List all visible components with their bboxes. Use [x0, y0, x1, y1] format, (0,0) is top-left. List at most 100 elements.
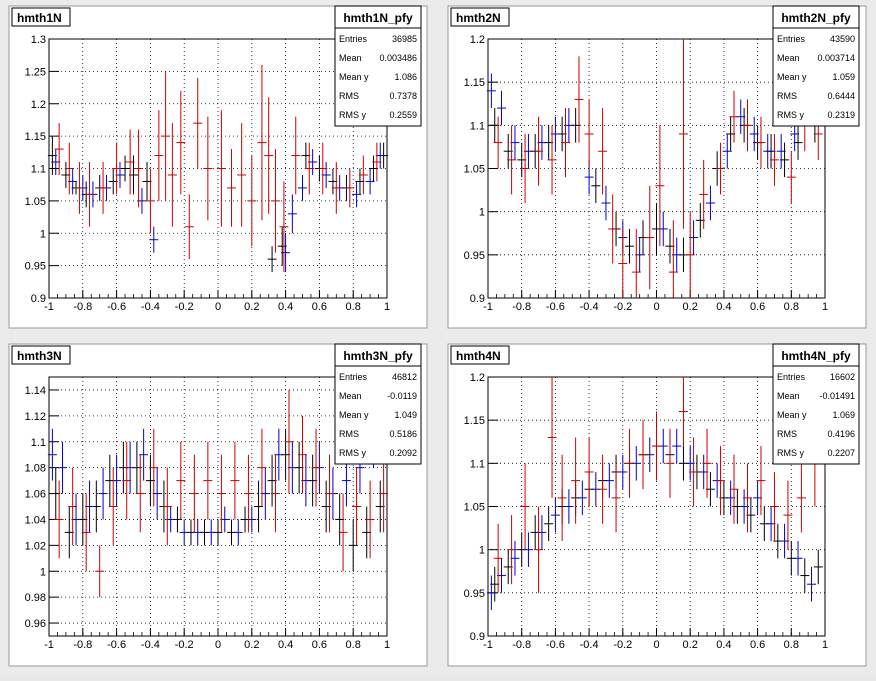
data-point	[547, 125, 557, 195]
data-point	[352, 181, 362, 208]
y-tick-label: 1.2	[470, 34, 485, 46]
data-point	[149, 226, 159, 253]
data-point	[763, 133, 773, 169]
stats-value: 0.5186	[389, 429, 417, 439]
data-point	[203, 116, 213, 221]
data-point	[54, 123, 64, 175]
data-point	[267, 246, 277, 273]
data-point	[318, 142, 328, 195]
data-point	[722, 133, 732, 169]
data-point	[298, 174, 307, 201]
data-point	[135, 454, 145, 533]
stats-value: 1.049	[394, 410, 417, 420]
x-tick-label: -1	[44, 301, 54, 313]
x-tick-label: 0.4	[716, 639, 731, 651]
data-point	[284, 389, 294, 494]
data-point	[796, 463, 806, 533]
data-point	[608, 194, 618, 264]
data-point	[243, 454, 253, 533]
x-tick-label: -0.4	[141, 639, 160, 651]
data-point	[534, 506, 544, 593]
stats-value: 0.6444	[827, 91, 855, 101]
data-point	[577, 480, 587, 516]
data-point	[247, 155, 257, 247]
chart-title: hmth1N	[17, 11, 62, 25]
data-point	[685, 211, 695, 298]
data-point	[678, 39, 688, 229]
stats-label: Mean y	[339, 72, 369, 82]
data-point	[134, 129, 144, 208]
x-tick-label: 0.6	[750, 301, 765, 313]
data-point	[574, 56, 584, 143]
data-point	[216, 110, 226, 227]
x-tick-label: 0	[653, 301, 659, 313]
stats-title: hmth3N_pfy	[343, 349, 413, 363]
data-point	[365, 480, 375, 559]
data-point	[729, 454, 739, 524]
data-point	[678, 377, 688, 447]
y-tick-label: 1.06	[25, 489, 46, 501]
stats-label: Mean	[777, 53, 800, 63]
data-point	[742, 463, 752, 533]
data-point	[793, 541, 803, 576]
stats-label: Entries	[777, 372, 806, 382]
data-point	[358, 155, 368, 195]
pad-2: -1 -0.8 -0.6 -0.4 -0.2 0 0.2 0.4 0.6 0.8 1 0.9 0.95 1…	[447, 5, 867, 329]
data-point	[783, 480, 793, 550]
stats-label: Entries	[339, 34, 368, 44]
y-tick-label: 1	[40, 228, 46, 240]
x-tick-label: -0.6	[546, 301, 565, 313]
data-point	[179, 519, 189, 546]
data-point	[807, 566, 817, 602]
pad-4: -1 -0.8 -0.6 -0.4 -0.2 0 0.2 0.4 0.6 0.8 1 0.9 0.95 1…	[447, 343, 867, 667]
stats-label: Mean y	[339, 410, 369, 420]
data-point	[279, 181, 289, 273]
x-tick-label: -0.4	[141, 301, 160, 313]
data-point	[352, 467, 362, 546]
data-point	[564, 489, 574, 524]
data-point	[668, 220, 678, 298]
title-box	[11, 7, 71, 27]
data-point	[604, 463, 614, 498]
title-box	[450, 345, 510, 365]
pad-1: -1 -0.8 -0.6 -0.4 -0.2 0 0.2 0.4 0.6 0.8 1 0.9 0.95 1…	[8, 5, 428, 329]
y-tick-label: 1.1	[470, 120, 485, 132]
y-tick-label: 1.08	[25, 463, 46, 475]
x-tick-label: 0.4	[278, 301, 293, 313]
y-tick-label: 1.15	[464, 77, 485, 89]
data-point	[769, 471, 779, 542]
plot-frame	[48, 376, 388, 637]
data-point	[270, 149, 280, 253]
y-tick-label: 1.05	[464, 164, 485, 176]
data-point	[81, 493, 91, 572]
data-point	[493, 116, 503, 169]
data-point	[68, 467, 78, 546]
stats-label: RMS y	[777, 110, 805, 120]
data-point	[291, 116, 301, 195]
y-tick-label: 1.15	[25, 131, 46, 143]
data-point	[325, 454, 335, 533]
stats-value: 0.7378	[389, 91, 417, 101]
stats-label: Mean y	[777, 72, 807, 82]
y-tick-label: 1.05	[464, 502, 485, 514]
x-tick-label: -0.2	[613, 301, 632, 313]
stats-label: Mean y	[777, 410, 807, 420]
data-point	[645, 185, 655, 290]
data-point	[486, 73, 496, 109]
stats-value: 0.003714	[817, 53, 855, 63]
x-tick-label: -1	[44, 639, 54, 651]
data-point	[689, 437, 699, 507]
data-point	[702, 428, 712, 498]
data-point	[557, 454, 567, 542]
data-point	[591, 168, 601, 204]
y-tick-label: 1.1	[470, 458, 485, 470]
x-tick-label: -0.8	[512, 301, 531, 313]
x-tick-label: -0.2	[613, 639, 632, 651]
data-point	[756, 446, 766, 516]
pad-3: -1 -0.8 -0.6 -0.4 -0.2 0 0.2 0.4 0.6 0.8 1 0.96 0.98…	[8, 343, 428, 667]
y-tick-label: 1.2	[470, 372, 485, 384]
stats-label: RMS y	[339, 110, 367, 120]
stats-value: 16602	[830, 372, 855, 382]
data-point	[311, 428, 321, 507]
stats-box	[772, 343, 860, 465]
